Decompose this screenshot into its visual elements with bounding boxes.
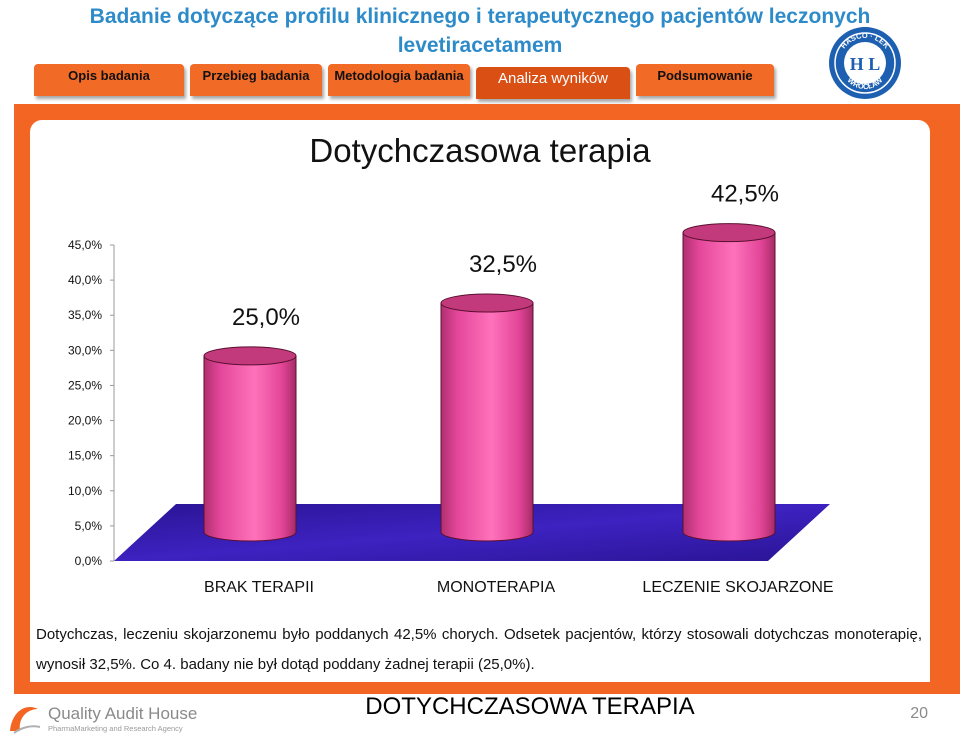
bar: 42,5% bbox=[682, 181, 779, 542]
y-tick-label: 25,0% bbox=[68, 378, 102, 392]
footer-slide-title: DOTYCHCZASOWA TERAPIA bbox=[365, 693, 695, 720]
chart-caption: Dotychczas, leczeniu skojarzonemu było p… bbox=[36, 626, 922, 673]
footer bbox=[0, 694, 960, 740]
tab-metodologia-badania[interactable]: Metodologia badania bbox=[328, 64, 470, 96]
quality-audit-house-logo: Quality Audit House PharmaMarketing and … bbox=[10, 704, 197, 734]
bar-data-label: 25,0% bbox=[232, 304, 300, 331]
y-tick-label: 15,0% bbox=[68, 449, 102, 463]
page-header-title: Badanie dotyczące profilu klinicznego i … bbox=[89, 5, 871, 57]
y-tick-label: 20,0% bbox=[68, 414, 102, 428]
chart-title: Dotychczasowa terapia bbox=[309, 132, 651, 169]
y-axis-ticks: 0,0% 5,0% 10,0% 15,0% 20,0% 25,0% 30,0% 35,0% 40… bbox=[68, 238, 114, 568]
bar: 25,0% bbox=[203, 304, 300, 542]
bar-top bbox=[440, 293, 534, 313]
y-tick-label: 30,0% bbox=[68, 343, 102, 357]
bar-body bbox=[203, 355, 297, 542]
tab-podsumowanie[interactable]: Podsumowanie bbox=[636, 64, 774, 96]
y-tick-label: 45,0% bbox=[68, 238, 102, 252]
y-tick-label: 40,0% bbox=[68, 273, 102, 287]
x-tick-label: LECZENIE SKOJARZONE bbox=[642, 579, 833, 596]
qah-brand: Quality Audit House bbox=[48, 704, 197, 723]
qah-brand-sub: PharmaMarketing and Research Agency bbox=[48, 724, 183, 733]
tab-analiza-wynikow[interactable]: Analiza wyników bbox=[476, 67, 630, 99]
y-tick-label: 10,0% bbox=[68, 484, 102, 498]
bar-top bbox=[203, 346, 297, 366]
x-tick-label: MONOTERAPIA bbox=[437, 579, 556, 596]
bar-data-label: 42,5% bbox=[711, 181, 779, 208]
y-tick-label: 5,0% bbox=[75, 519, 103, 533]
hasco-lek-logo: H L HASCO · LEK WROCŁAW bbox=[829, 27, 901, 99]
qah-swoosh-icon bbox=[10, 707, 38, 731]
bar-body bbox=[440, 302, 534, 542]
y-tick-label: 35,0% bbox=[68, 308, 102, 322]
page-number: 20 bbox=[910, 705, 928, 722]
tab-bar: Opis badania Przebieg badania Metodologi… bbox=[34, 64, 774, 99]
bars-group: 25,0% 32,5% 42,5% bbox=[203, 181, 779, 542]
x-axis-labels: BRAK TERAPII MONOTERAPIA LECZENIE SKOJARZO… bbox=[204, 579, 834, 596]
tab-przebieg-badania[interactable]: Przebieg badania bbox=[190, 64, 322, 96]
bar-body bbox=[682, 232, 776, 542]
bar-data-label: 32,5% bbox=[469, 251, 537, 278]
logo-text-bottom: WROCŁAW bbox=[846, 75, 885, 91]
tab-opis-badania[interactable]: Opis badania bbox=[34, 64, 184, 96]
svg-text:WROCŁAW: WROCŁAW bbox=[846, 75, 885, 91]
logo-monogram: H L bbox=[850, 54, 881, 74]
y-tick-label: 0,0% bbox=[75, 554, 103, 568]
bar-top bbox=[682, 223, 776, 243]
bar: 32,5% bbox=[440, 251, 537, 542]
x-tick-label: BRAK TERAPII bbox=[204, 579, 314, 596]
bar-chart: Dotychczasowa terapia 0,0% 5,0% 10,0% 15,0%… bbox=[68, 132, 834, 596]
